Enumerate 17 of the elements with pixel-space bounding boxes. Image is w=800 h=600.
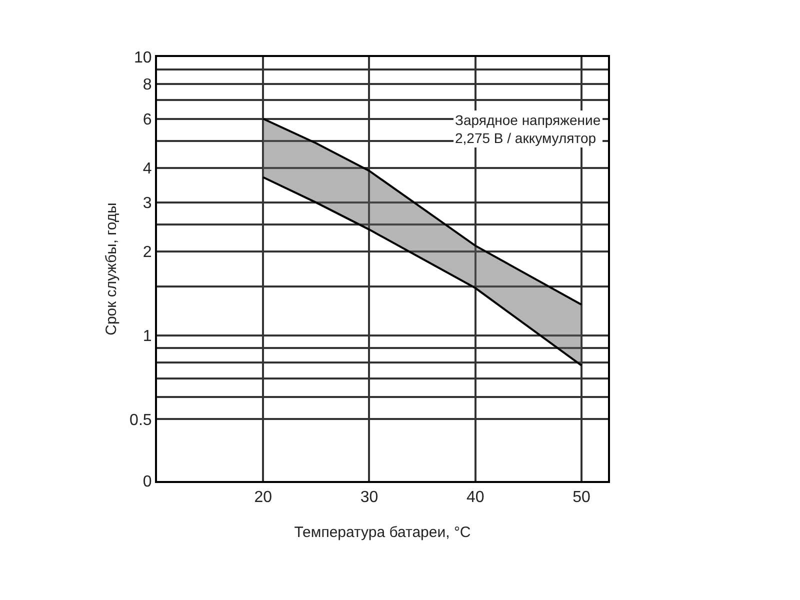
x-tick-label: 30 (360, 489, 378, 506)
x-tick-label: 50 (572, 489, 590, 506)
y-tick-label: 2 (142, 244, 152, 262)
annotation: Зарядное напряжение 2,275 В / аккумулятор (455, 112, 601, 146)
line-series (262, 176, 582, 366)
y-tick-label: 0 (142, 474, 152, 491)
y-tick-label: 0.5 (130, 412, 152, 429)
y-tick-label: 1 (142, 328, 152, 346)
x-tick-label: 40 (466, 489, 484, 506)
y-tick-label: 3 (142, 195, 152, 212)
x-axis-title: Температура батареи, °C (294, 524, 471, 541)
y-axis-title: Срок службы, годы (103, 202, 120, 336)
y-tick-label: 4 (142, 160, 152, 178)
x-tick-label: 20 (254, 489, 272, 506)
y-tick-label: 6 (142, 111, 152, 128)
y-tick-label: 8 (142, 76, 152, 94)
y-tick-label: 10 (134, 50, 152, 67)
